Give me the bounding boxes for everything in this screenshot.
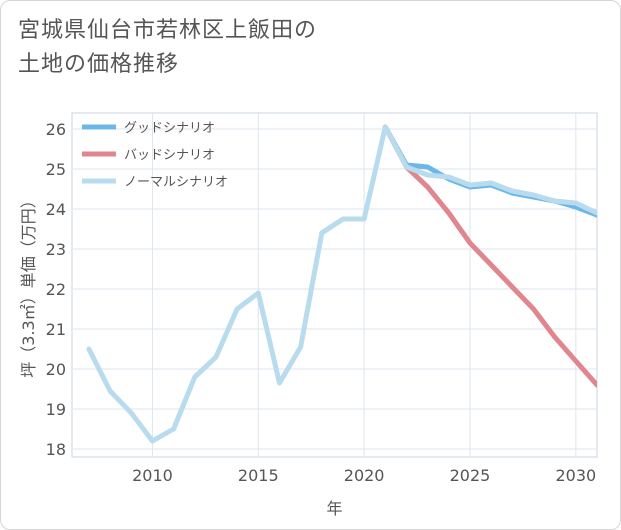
- y-tick-label: 23: [46, 240, 66, 259]
- chart-title-line-1: 宮城県仙台市若林区上飯田の: [18, 18, 318, 43]
- legend-label: ノーマルシナリオ: [124, 175, 228, 190]
- chart-title-line-2: 土地の価格推移: [18, 52, 180, 77]
- y-tick-label: 19: [46, 400, 66, 419]
- y-tick-label: 21: [46, 320, 66, 339]
- y-tick-label: 24: [46, 200, 66, 219]
- y-axis-ticks: 18 19 20 21 22 23 24 25 26: [46, 120, 66, 459]
- x-axis-title: 年: [326, 499, 342, 518]
- y-tick-label: 18: [46, 440, 66, 459]
- x-tick-label: 2025: [450, 466, 491, 485]
- y-tick-label: 26: [46, 120, 66, 139]
- y-tick-label: 20: [46, 360, 66, 379]
- x-tick-label: 2010: [132, 466, 173, 485]
- series-line-1: [382, 124, 597, 388]
- x-tick-label: 2020: [344, 466, 385, 485]
- plot-area: [71, 112, 598, 458]
- legend-label: バッドシナリオ: [124, 148, 215, 163]
- chart-title: 宮城県仙台市若林区上飯田の 土地の価格推移: [18, 14, 317, 82]
- grid-lines: [72, 113, 597, 457]
- y-tick-label: 22: [46, 280, 66, 299]
- series-layer: [86, 124, 597, 444]
- series-line-2: [86, 124, 597, 444]
- y-axis-title: 坪（3.3㎡）単価（万円）: [19, 192, 38, 377]
- x-tick-label: 2030: [555, 466, 596, 485]
- x-tick-label: 2015: [238, 466, 279, 485]
- y-tick-label: 25: [46, 160, 66, 179]
- legend-label: グッドシナリオ: [124, 121, 215, 136]
- x-axis-ticks: 2010 2015 2020 2025 2030: [132, 466, 596, 485]
